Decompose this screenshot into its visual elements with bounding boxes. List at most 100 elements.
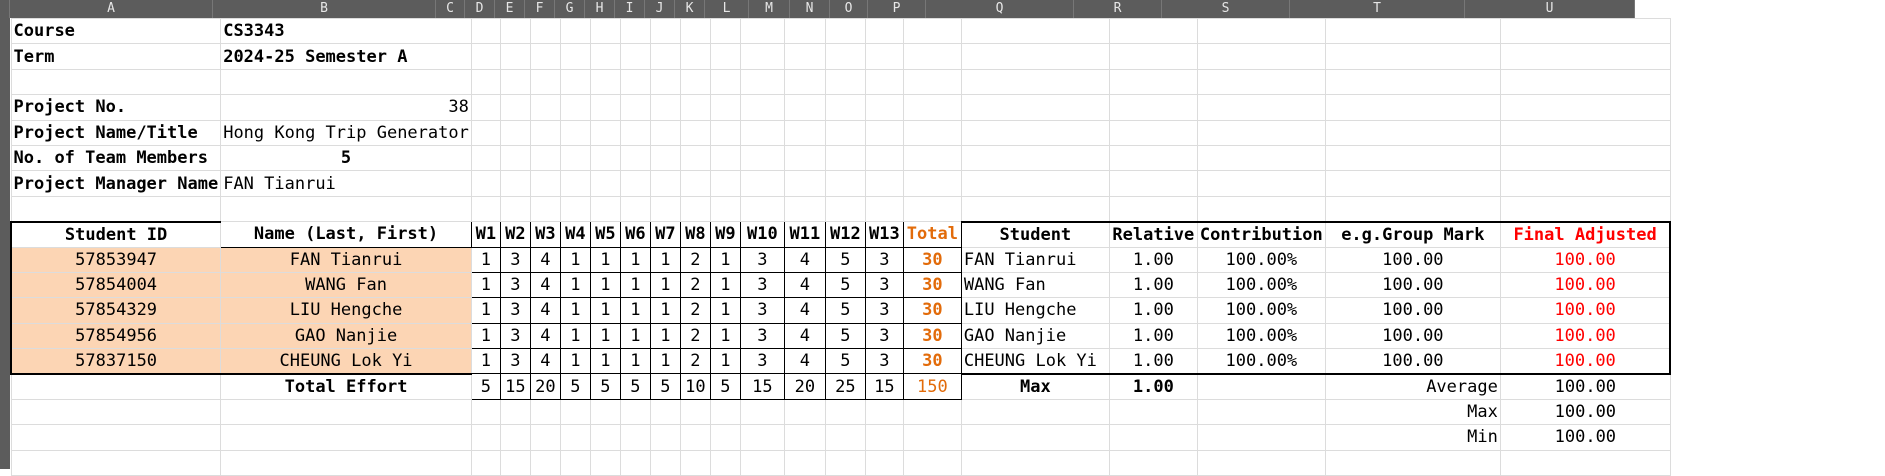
cell[interactable] [1108, 195, 1198, 223]
max-mark-value[interactable]: 100.00 [1499, 398, 1671, 426]
cell[interactable] [470, 94, 501, 121]
cell[interactable] [529, 398, 561, 426]
cell[interactable] [902, 170, 962, 197]
week-value[interactable]: 1 [649, 246, 681, 273]
cell[interactable] [1196, 43, 1326, 70]
week-total[interactable]: 10 [679, 373, 711, 400]
cell[interactable] [709, 449, 741, 476]
week-total[interactable]: 5 [619, 373, 651, 400]
cell[interactable] [1324, 144, 1501, 172]
col-header-l[interactable]: L [705, 0, 749, 18]
contrib-final[interactable]: 100.00 [1499, 271, 1672, 299]
cell[interactable] [649, 398, 681, 426]
week-value[interactable]: 1 [709, 348, 741, 375]
cell[interactable] [529, 94, 561, 121]
cell[interactable] [824, 449, 866, 476]
cell[interactable] [709, 424, 741, 451]
cell[interactable] [783, 170, 826, 197]
project-name-label[interactable]: Project Name/Title [10, 119, 222, 146]
cell[interactable] [589, 449, 621, 476]
cell[interactable] [649, 195, 681, 223]
week-value[interactable]: 2 [679, 246, 711, 273]
week-total[interactable]: 5 [470, 373, 501, 400]
cell[interactable] [824, 94, 866, 121]
cell[interactable] [499, 195, 531, 223]
week-value[interactable]: 1 [709, 297, 741, 324]
week-value[interactable]: 1 [649, 297, 681, 324]
student-name[interactable]: LIU Hengche [220, 297, 472, 324]
col-header-t[interactable]: T [1290, 0, 1465, 18]
contrib-relative[interactable]: 1.00 [1108, 322, 1198, 350]
header-final-adjusted[interactable]: Final Adjusted [1499, 220, 1672, 248]
cell[interactable] [220, 195, 472, 223]
corner-cell[interactable] [0, 0, 10, 18]
cell[interactable] [1108, 424, 1198, 451]
cell[interactable] [679, 449, 711, 476]
members-label[interactable]: No. of Team Members [10, 144, 222, 172]
cell[interactable] [10, 373, 222, 400]
cell[interactable] [10, 195, 222, 223]
cell[interactable] [960, 17, 1110, 45]
student-id[interactable]: 57854956 [10, 322, 222, 350]
cell[interactable] [649, 144, 681, 172]
week-value[interactable]: 1 [559, 246, 591, 273]
max-mark-label[interactable]: Max [1324, 398, 1501, 426]
cell[interactable] [10, 398, 222, 426]
cell[interactable] [864, 398, 904, 426]
cell[interactable] [619, 424, 651, 451]
contrib-relative[interactable]: 1.00 [1108, 297, 1198, 324]
col-header-c[interactable]: C [436, 0, 465, 18]
cell[interactable] [739, 195, 785, 223]
contrib-percent[interactable]: 100.00% [1196, 271, 1326, 299]
cell[interactable] [619, 68, 651, 96]
cell[interactable] [902, 17, 962, 45]
cell[interactable] [589, 119, 621, 146]
contrib-relative[interactable]: 1.00 [1108, 348, 1198, 375]
student-name[interactable]: CHEUNG Lok Yi [220, 348, 472, 375]
cell[interactable] [864, 170, 904, 197]
cell[interactable] [902, 119, 962, 146]
cell[interactable] [1108, 119, 1198, 146]
cell[interactable] [589, 398, 621, 426]
cell[interactable] [679, 144, 711, 172]
contrib-student[interactable]: FAN Tianrui [960, 246, 1110, 273]
week-value[interactable]: 1 [470, 271, 501, 299]
cell[interactable] [1196, 373, 1326, 400]
cell[interactable] [559, 449, 591, 476]
cell[interactable] [783, 119, 826, 146]
cell[interactable] [220, 449, 472, 476]
cell[interactable] [529, 170, 561, 197]
row-total[interactable]: 30 [902, 271, 962, 299]
cell[interactable] [529, 424, 561, 451]
col-header-j[interactable]: J [645, 0, 675, 18]
contrib-group-mark[interactable]: 100.00 [1324, 322, 1501, 350]
cell[interactable] [1324, 68, 1501, 96]
cell[interactable] [739, 424, 785, 451]
cell[interactable] [739, 94, 785, 121]
week-value[interactable]: 1 [649, 322, 681, 350]
cell[interactable] [960, 170, 1110, 197]
contrib-student[interactable]: LIU Hengche [960, 297, 1110, 324]
cell[interactable] [1196, 17, 1326, 45]
cell[interactable] [864, 94, 904, 121]
cell[interactable] [619, 94, 651, 121]
cell[interactable] [709, 398, 741, 426]
cell[interactable] [1324, 43, 1501, 70]
min-mark-value[interactable]: 100.00 [1499, 424, 1671, 451]
cell[interactable] [783, 94, 826, 121]
cell[interactable] [499, 94, 531, 121]
cell[interactable] [960, 144, 1110, 172]
header-w12[interactable]: W12 [824, 221, 866, 248]
student-id[interactable]: 57854004 [10, 271, 222, 299]
week-value[interactable]: 4 [529, 271, 561, 299]
week-total[interactable]: 5 [559, 373, 591, 400]
contrib-final[interactable]: 100.00 [1499, 322, 1672, 350]
week-value[interactable]: 1 [709, 246, 741, 273]
cell[interactable] [679, 398, 711, 426]
week-value[interactable]: 3 [864, 322, 904, 350]
cell[interactable] [470, 170, 501, 197]
header-w5[interactable]: W5 [589, 221, 621, 248]
header-w10[interactable]: W10 [739, 221, 785, 248]
cell[interactable] [864, 119, 904, 146]
cell[interactable] [589, 43, 621, 70]
